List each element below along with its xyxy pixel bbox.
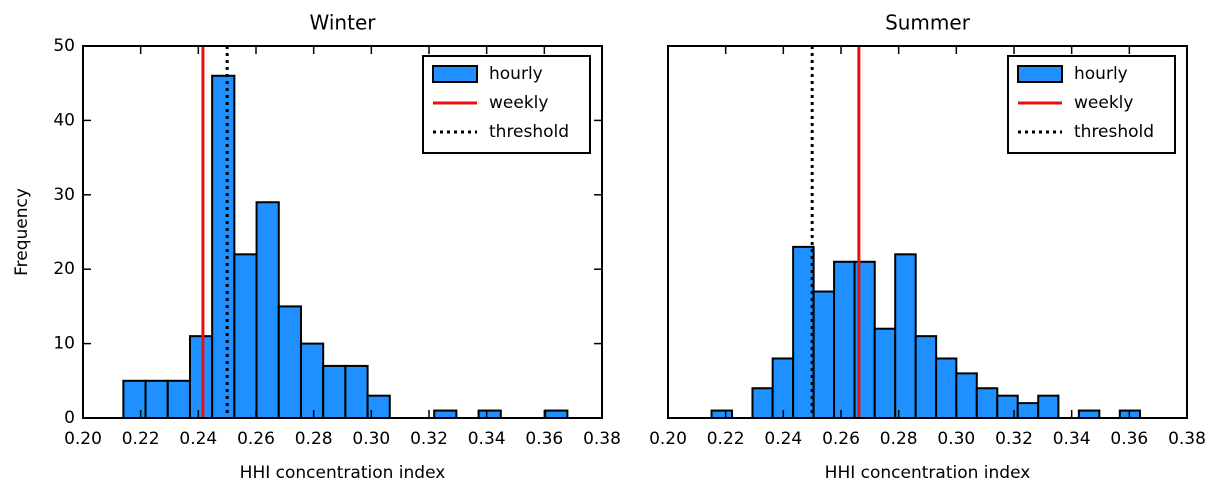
histogram-bar <box>188 335 214 419</box>
x-tick-label: 0.34 <box>1053 429 1091 449</box>
histogram-bar <box>955 372 978 419</box>
x-tick-label: 0.28 <box>880 429 918 449</box>
x-tick-label: 0.24 <box>179 429 217 449</box>
y-axis-label: Frequency <box>12 188 32 276</box>
histogram-bar <box>935 357 958 420</box>
histogram-bar <box>914 335 938 419</box>
x-tick-label: 0.26 <box>237 429 275 449</box>
x-tick-label: 0.24 <box>764 429 802 449</box>
histogram-bar <box>1016 402 1040 419</box>
histogram-bar <box>544 409 569 419</box>
histogram-bar <box>1077 409 1101 419</box>
histogram-bar <box>771 357 795 420</box>
histogram-bar <box>255 201 280 419</box>
x-tick-label: 0.36 <box>525 429 563 449</box>
y-tick-label: 0 <box>64 408 75 428</box>
histogram-bar <box>299 342 325 420</box>
histogram-bar <box>812 290 836 419</box>
legend-label: hourly <box>1074 64 1128 84</box>
x-axis-label: HHI concentration index <box>240 463 446 481</box>
plot-frame <box>667 45 1188 419</box>
histogram-bar <box>144 379 169 419</box>
x-tick-label: 0.38 <box>1168 429 1206 449</box>
plot-frame <box>82 45 603 419</box>
histogram-bar <box>894 253 917 419</box>
x-tick-label: 0.20 <box>64 429 102 449</box>
y-tick-label: 30 <box>53 185 75 205</box>
legend-label: weekly <box>489 93 548 113</box>
histogram-bar <box>322 364 347 420</box>
x-tick-label: 0.32 <box>995 429 1033 449</box>
histogram-bar <box>873 327 897 419</box>
x-tick-label: 0.38 <box>583 429 621 449</box>
legend-label: weekly <box>1074 93 1133 113</box>
y-tick-label: 10 <box>53 334 75 354</box>
x-tick-label: 0.20 <box>649 429 687 449</box>
y-tick-label: 20 <box>53 259 75 279</box>
histogram-bar <box>166 379 191 419</box>
x-tick-label: 0.34 <box>468 429 506 449</box>
y-tick-label: 40 <box>53 110 75 130</box>
x-tick-label: 0.28 <box>295 429 333 449</box>
histogram-bar <box>1037 394 1060 419</box>
chart-title: Summer <box>885 11 971 35</box>
x-axis-label: HHI concentration index <box>825 463 1031 481</box>
x-tick-label: 0.30 <box>937 429 975 449</box>
histogram-bar <box>344 364 369 420</box>
legend: hourly weekly threshold <box>422 55 591 154</box>
x-tick-label: 0.22 <box>122 429 160 449</box>
legend: hourly weekly threshold <box>1007 55 1176 154</box>
histogram-bar <box>710 409 734 419</box>
histogram-bar <box>792 245 815 419</box>
histogram-bar <box>477 409 502 419</box>
legend-label: threshold <box>489 122 569 142</box>
x-tick-label: 0.36 <box>1110 429 1148 449</box>
histogram-bar <box>277 305 302 419</box>
histogram-bar <box>211 74 236 419</box>
histogram-bar <box>233 253 258 419</box>
histogram-bar <box>833 260 856 420</box>
histogram-bar <box>975 387 999 419</box>
x-tick-label: 0.22 <box>707 429 745 449</box>
y-tick-label: 50 <box>53 36 75 56</box>
legend-label: threshold <box>1074 122 1154 142</box>
legend-label: hourly <box>489 64 543 84</box>
histogram-bar <box>433 409 458 419</box>
legend-swatch <box>1017 65 1063 83</box>
x-tick-label: 0.30 <box>352 429 390 449</box>
x-tick-label: 0.26 <box>822 429 860 449</box>
histogram-bar <box>122 379 147 419</box>
legend-swatch <box>432 65 478 83</box>
histogram-bar <box>751 387 774 419</box>
chart-title: Winter <box>310 11 377 35</box>
x-tick-label: 0.32 <box>410 429 448 449</box>
